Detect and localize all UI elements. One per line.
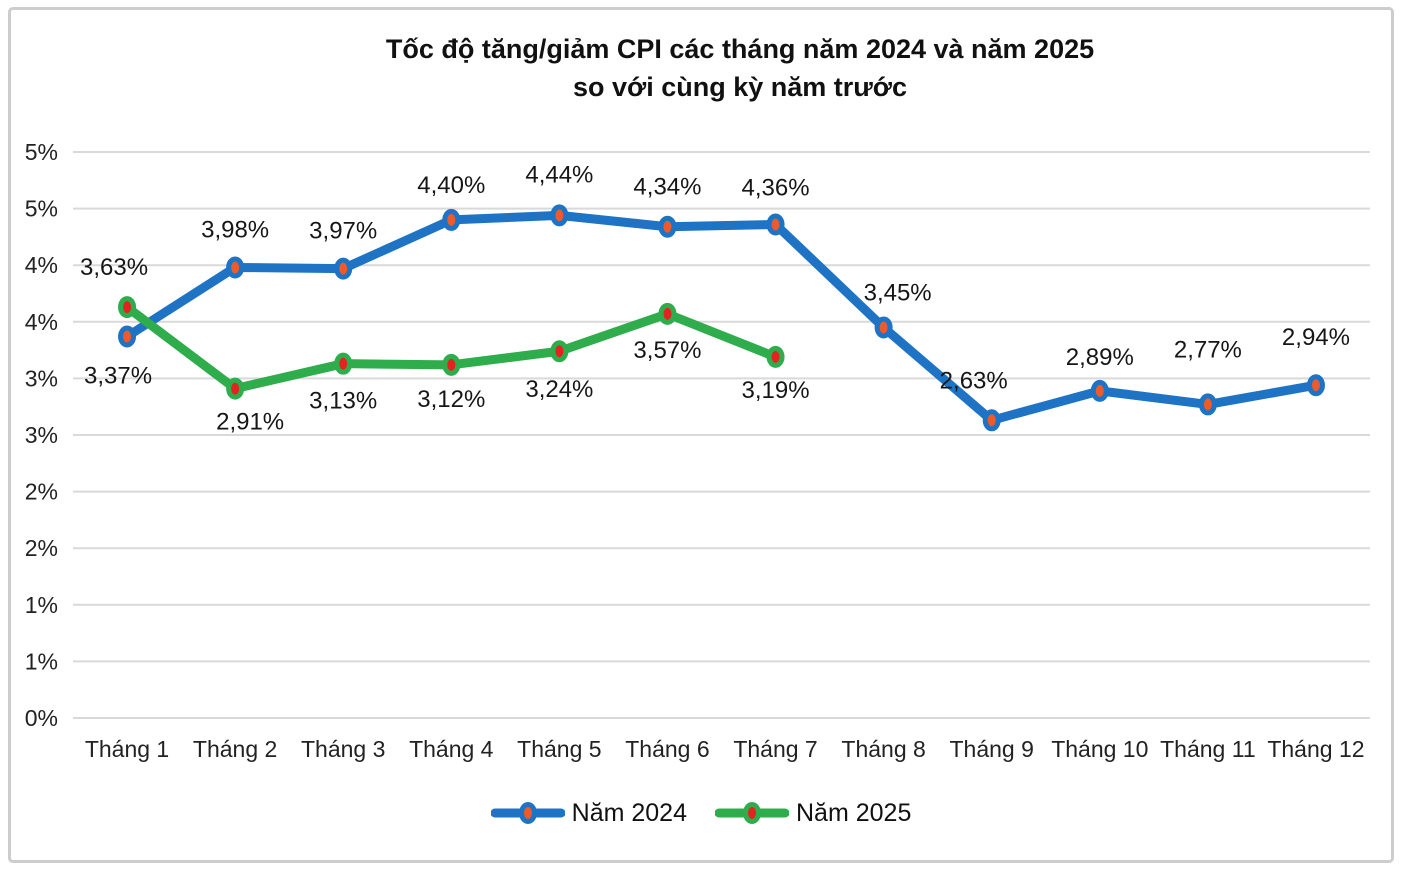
x-axis-tick-label: Tháng 7 (733, 736, 817, 762)
data-point-label-năm-2024: 4,34% (633, 174, 701, 201)
x-axis-tick-label: Tháng 11 (1160, 736, 1255, 762)
legend-item-nam-2025: Năm 2025 (715, 798, 911, 828)
data-point-marker-năm-2024 (1090, 379, 1109, 402)
data-point-label-năm-2024: 3,97% (309, 218, 377, 245)
data-point-marker-năm-2024 (226, 256, 245, 279)
data-point-label-năm-2024: 2,77% (1174, 336, 1242, 363)
y-axis-tick-label: 2% (25, 535, 58, 561)
data-point-marker-năm-2024 (1198, 393, 1217, 416)
data-point-marker-năm-2024 (766, 213, 785, 236)
y-axis-tick-label: 3% (25, 365, 58, 391)
x-axis-tick-label: Tháng 10 (1051, 736, 1148, 762)
data-point-label-năm-2024: 3,45% (864, 279, 932, 306)
data-point-label-năm-2025: 2,91% (216, 409, 284, 436)
data-point-marker-năm-2024 (334, 257, 353, 280)
y-axis-tick-label: 4% (25, 309, 58, 335)
chart-title-line1: Tốc độ tăng/giảm CPI các tháng năm 2024 … (385, 34, 1095, 64)
data-point-marker-năm-2024 (658, 215, 677, 238)
data-point-label-năm-2024: 4,44% (525, 161, 593, 188)
data-point-label-năm-2025: 3,24% (525, 376, 593, 403)
y-axis-tick-label: 1% (25, 592, 58, 618)
data-point-label-năm-2024: 2,63% (940, 367, 1008, 394)
data-point-marker-năm-2024 (982, 409, 1001, 432)
x-axis-tick-label: Tháng 3 (301, 736, 385, 762)
data-point-marker-năm-2025 (550, 340, 569, 363)
data-point-marker-năm-2024 (442, 208, 461, 231)
data-point-marker-năm-2025 (766, 345, 785, 368)
data-point-label-năm-2025: 3,13% (309, 388, 377, 415)
data-point-label-năm-2024: 2,89% (1066, 344, 1134, 371)
data-point-marker-năm-2025 (118, 296, 137, 319)
x-axis-tick-label: Tháng 6 (625, 736, 709, 762)
data-point-marker-năm-2025 (226, 377, 245, 400)
legend-marker-2024 (518, 802, 537, 824)
data-point-label-năm-2024: 2,94% (1282, 324, 1350, 351)
data-point-label-năm-2025: 3,57% (633, 337, 701, 364)
x-axis-tick-label: Tháng 8 (841, 736, 925, 762)
data-point-marker-năm-2024 (118, 325, 137, 348)
legend-label-nam-2024: Năm 2024 (571, 798, 687, 827)
y-axis-tick-label: 5% (25, 139, 58, 165)
x-axis-tick-label: Tháng 1 (85, 736, 169, 762)
x-axis-tick-label: Tháng 9 (950, 736, 1034, 762)
y-axis-tick-label: 5% (25, 196, 58, 222)
x-axis-tick-label: Tháng 12 (1267, 736, 1364, 762)
data-point-label-năm-2025: 3,63% (80, 254, 148, 281)
y-axis-tick-label: 1% (25, 648, 58, 674)
chart-title-line2: so với cùng kỳ năm trước (572, 72, 908, 102)
data-point-marker-năm-2024 (1306, 374, 1325, 397)
chart-legend: Năm 2024 Năm 2025 (0, 792, 1402, 834)
data-point-label-năm-2025: 3,12% (417, 386, 485, 413)
data-point-label-năm-2025: 3,19% (742, 377, 810, 404)
y-axis-tick-label: 0% (25, 705, 58, 731)
data-point-marker-năm-2025 (658, 302, 677, 325)
legend-marker-2025 (743, 802, 761, 824)
y-axis-tick-label: 4% (25, 252, 58, 278)
y-axis-tick-label: 2% (25, 479, 58, 505)
legend-line-marker-2024-icon (490, 802, 565, 824)
data-point-label-năm-2024: 4,36% (742, 174, 810, 201)
x-axis-tick-label: Tháng 2 (193, 736, 277, 762)
series-line-năm-2024 (122, 210, 1321, 425)
legend-label-nam-2025: Năm 2025 (796, 798, 912, 827)
legend-item-nam-2024: Năm 2024 (490, 798, 687, 828)
data-point-marker-năm-2025 (334, 352, 353, 375)
data-point-marker-năm-2024 (874, 316, 893, 339)
x-axis-tick-label: Tháng 4 (409, 736, 494, 762)
chart-title: Tốc độ tăng/giảm CPI các tháng năm 2024 … (84, 30, 1396, 106)
data-point-label-năm-2024: 3,37% (84, 363, 152, 390)
data-point-label-năm-2024: 3,98% (201, 216, 269, 243)
data-point-label-năm-2024: 4,40% (417, 172, 485, 199)
y-axis-tick-label: 3% (25, 422, 58, 448)
data-point-marker-năm-2024 (550, 204, 569, 227)
legend-line-marker-2025-icon (715, 802, 789, 824)
data-point-marker-năm-2025 (442, 353, 461, 376)
x-axis-tick-label: Tháng 5 (517, 736, 601, 762)
